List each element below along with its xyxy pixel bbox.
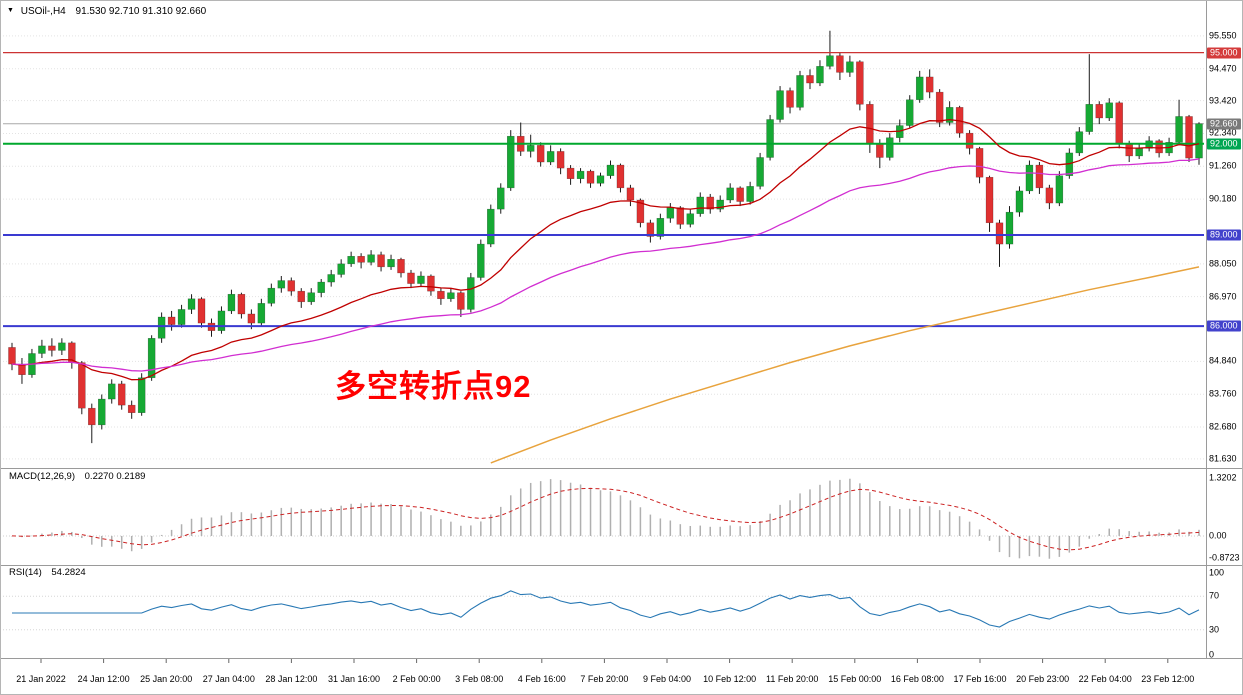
time-axis-label: 4 Feb 16:00 [517,674,566,684]
time-axis-label: 31 Jan 16:00 [327,674,381,684]
panel-separators[interactable] [1,468,1243,659]
time-axis-label: 20 Feb 23:00 [1016,674,1070,684]
chart-annotation-text[interactable]: 多空转折点92 [335,369,532,404]
time-axis-label: 7 Feb 20:00 [580,674,629,684]
macd-scale-min-label: -0.8723 [1209,552,1240,563]
price-line-badge: 92.000 [1207,138,1241,150]
price-line-badge: 86.000 [1207,320,1241,332]
symbol-info-bar: ▼ USOil-,H4 91.530 92.710 91.310 92.660 [7,6,206,17]
price-grid [3,35,1204,460]
time-axis-label: 9 Feb 04:00 [642,674,692,684]
rsi-line [12,590,1200,628]
price-line-badge: 89.000 [1207,229,1241,241]
rsi-indicator-name: RSI(14) [9,567,42,578]
macd-panel-label: MACD(12,26,9) 0.2270 0.2189 [9,471,145,482]
macd-indicator-values: 0.2270 0.2189 [84,471,146,482]
time-axis-label: 10 Feb 12:00 [703,674,757,684]
horizontal-level-lines[interactable] [3,52,1204,328]
price-scale-label: 81.630 [1209,453,1237,464]
time-axis-label: 17 Feb 16:00 [953,674,1007,684]
macd-indicator-name: MACD(12,26,9) [9,471,75,482]
price-scale-label: 83.760 [1209,388,1237,399]
ohlc-values: 91.530 92.710 91.310 92.660 [75,6,207,17]
ma-magenta-line [11,158,1200,372]
price-scale-label: 84.840 [1209,355,1237,366]
price-scale-label: 88.050 [1209,258,1237,269]
price-scale-label: 92.340 [1209,127,1237,138]
time-axis-label: 11 Feb 20:00 [766,674,819,684]
price-scale-label: 94.470 [1209,63,1237,74]
price-scale-label: 90.180 [1209,193,1237,204]
ma-red-line [11,118,1200,381]
time-axis-label: 3 Feb 08:00 [455,674,504,684]
bid-price-badge: 92.660 [1207,118,1241,130]
rsi-scale-label: 30 [1209,624,1220,635]
rsi-scale-label: 70 [1209,590,1220,601]
time-axis-label: 2 Feb 00:00 [392,674,441,684]
macd-histogram [11,478,1200,559]
rsi-panel-label: RSI(14) 54.2824 [9,567,86,578]
time-axis-label: 23 Feb 12:00 [1141,674,1195,684]
rsi-scale-label: 0 [1209,649,1215,660]
time-axis-label: 28 Jan 12:00 [265,674,318,684]
time-axis-label: 21 Jan 2022 [16,674,66,684]
time-axis-label: 22 Feb 04:00 [1078,674,1132,684]
macd-scale-max-label: 1.3202 [1209,472,1237,483]
time-ticks [40,659,1169,663]
price-scale-label: 82.680 [1209,421,1237,432]
macd-signal-line [11,487,1200,551]
price-line-badge: 95.000 [1207,47,1241,59]
symbol-timeframe-label: USOil-,H4 [20,6,66,17]
price-scale-label: 86.970 [1209,291,1237,302]
time-axis-label: 16 Feb 08:00 [890,674,944,684]
candlestick-series [8,30,1203,444]
macd-scale-zero-label: 0.00 [1209,530,1227,541]
time-axis-label: 15 Feb 00:00 [828,674,882,684]
rsi-scale-label: 100 [1209,567,1225,578]
price-scale-label: 95.550 [1209,30,1237,41]
time-axis-label: 24 Jan 12:00 [77,674,130,684]
time-axis-label: 27 Jan 04:00 [202,674,255,684]
chart-dropdown-icon[interactable]: ▼ [7,7,14,14]
price-scale-label: 91.260 [1209,160,1237,171]
ma-orange-line [490,266,1200,464]
price-scale-label: 93.420 [1209,95,1237,106]
time-axis-label: 25 Jan 20:00 [140,674,193,684]
rsi-indicator-value: 54.2824 [51,567,86,578]
